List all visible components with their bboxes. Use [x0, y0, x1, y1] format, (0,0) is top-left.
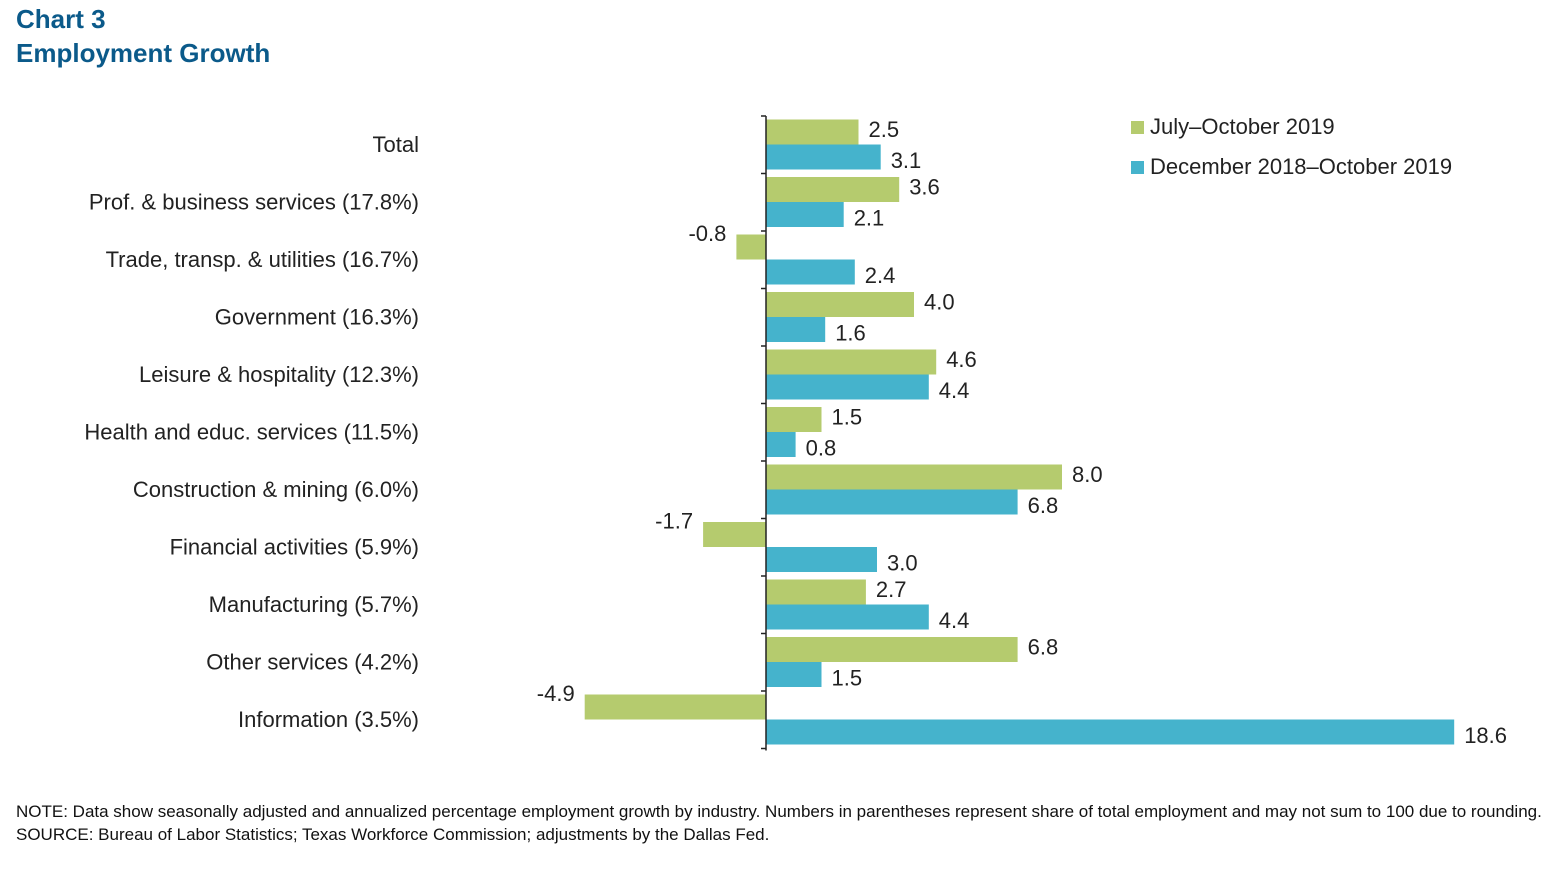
data-label: 2.4: [865, 263, 896, 288]
data-label: 0.8: [806, 436, 837, 461]
bar: [766, 317, 826, 342]
bar: [766, 349, 937, 375]
data-label: 3.0: [887, 551, 918, 576]
data-label: 4.4: [939, 608, 970, 633]
bar: [766, 579, 866, 605]
data-label: 3.6: [909, 175, 940, 200]
bar: [766, 489, 1018, 515]
legend-swatch: [1131, 121, 1144, 134]
category-label: Construction & mining (6.0%): [133, 477, 419, 502]
bar: [766, 432, 796, 457]
category-label: Health and educ. services (11.5%): [84, 419, 419, 444]
data-label: 18.6: [1464, 723, 1507, 748]
data-label: 4.0: [924, 290, 955, 315]
bar: [766, 292, 914, 317]
bar-chart: Total Prof. & business services (17.8%) Tr…: [84, 114, 1507, 751]
footnotes: NOTE: Data show seasonally adjusted and …: [16, 800, 1546, 846]
data-label: 1.6: [835, 321, 866, 346]
bar: [766, 547, 877, 572]
bar: [766, 144, 881, 170]
data-label: 6.8: [1028, 635, 1059, 660]
source-text: SOURCE: Bureau of Labor Statistics; Texa…: [16, 825, 770, 844]
chart-title-block: Chart 3 Employment Growth: [16, 2, 270, 70]
chart-title: Employment Growth: [16, 38, 271, 68]
bar: [766, 662, 822, 687]
category-label: Information (3.5%): [238, 707, 419, 732]
legend-label: July–October 2019: [1150, 114, 1335, 139]
data-label: 4.6: [946, 347, 977, 372]
data-label: 1.5: [832, 666, 863, 691]
legend-label: December 2018–October 2019: [1150, 154, 1452, 179]
data-label: -1.7: [655, 509, 693, 534]
bar: [766, 374, 929, 400]
data-label: -4.9: [537, 681, 575, 706]
bar: [766, 464, 1062, 490]
bar: [736, 234, 766, 260]
category-label: Other services (4.2%): [206, 649, 419, 674]
data-label: -0.8: [688, 221, 726, 246]
bar: [766, 719, 1455, 745]
category-label: Government (16.3%): [215, 304, 419, 329]
category-label: Manufacturing (5.7%): [209, 592, 419, 617]
category-label: Trade, transp. & utilities (16.7%): [106, 247, 419, 272]
bar: [766, 637, 1018, 662]
bar: [766, 259, 855, 285]
category-label: Prof. & business services (17.8%): [89, 189, 419, 214]
data-label: 1.5: [832, 405, 863, 430]
data-label: 6.8: [1028, 493, 1059, 518]
bar: [703, 522, 766, 547]
data-label: 4.4: [939, 378, 970, 403]
category-label: Financial activities (5.9%): [170, 534, 419, 559]
note-text: NOTE: Data show seasonally adjusted and …: [16, 802, 1542, 821]
bar: [766, 202, 844, 227]
bar: [766, 119, 859, 145]
legend-swatch: [1131, 161, 1144, 174]
data-label: 2.7: [876, 577, 907, 602]
bar: [766, 177, 900, 202]
bar: [766, 407, 822, 432]
chart-number: Chart 3: [16, 4, 106, 34]
category-label: Total: [373, 132, 419, 157]
bar: [766, 604, 929, 630]
data-label: 2.1: [854, 206, 885, 231]
category-label: Leisure & hospitality (12.3%): [139, 362, 419, 387]
data-label: 2.5: [869, 117, 900, 142]
bar: [584, 694, 766, 720]
data-label: 3.1: [891, 148, 922, 173]
data-label: 8.0: [1072, 462, 1103, 487]
